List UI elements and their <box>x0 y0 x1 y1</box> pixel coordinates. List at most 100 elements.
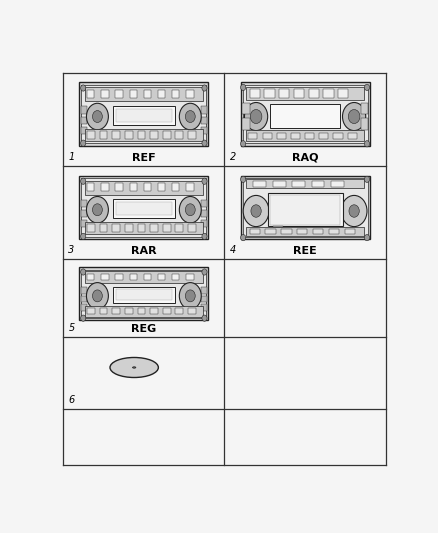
Bar <box>150 131 158 139</box>
Bar <box>79 267 208 320</box>
Circle shape <box>251 205 261 217</box>
Bar <box>246 131 364 141</box>
Circle shape <box>81 178 86 184</box>
Bar <box>79 82 208 146</box>
Bar <box>81 270 206 318</box>
Circle shape <box>349 205 359 217</box>
Bar <box>158 183 165 191</box>
Bar <box>163 308 170 314</box>
Bar <box>125 308 133 314</box>
Circle shape <box>185 290 195 302</box>
Bar <box>201 117 207 124</box>
Bar <box>87 183 94 191</box>
Text: 6: 6 <box>68 395 74 405</box>
Circle shape <box>81 233 86 239</box>
Bar <box>85 271 203 283</box>
Bar <box>116 183 123 191</box>
Bar <box>85 87 203 101</box>
Bar <box>144 274 151 280</box>
Circle shape <box>202 269 207 275</box>
Bar <box>81 210 87 217</box>
Bar <box>113 287 175 303</box>
Circle shape <box>240 176 246 182</box>
Text: 2: 2 <box>230 152 236 162</box>
Ellipse shape <box>110 358 159 377</box>
Bar <box>81 117 87 124</box>
Bar <box>291 133 300 139</box>
Circle shape <box>179 103 201 130</box>
Bar <box>360 118 368 130</box>
Bar <box>125 131 133 139</box>
Bar <box>265 90 275 98</box>
Bar <box>130 274 137 280</box>
Bar <box>150 308 158 314</box>
Bar <box>292 181 305 187</box>
Bar <box>254 181 266 187</box>
Bar <box>246 87 364 100</box>
Circle shape <box>81 85 86 91</box>
Bar <box>85 222 203 235</box>
Circle shape <box>92 204 102 216</box>
Bar <box>175 224 183 232</box>
Bar <box>265 229 276 234</box>
Circle shape <box>179 197 201 223</box>
Circle shape <box>364 176 370 182</box>
Bar <box>273 228 283 230</box>
Bar <box>319 133 328 139</box>
Bar <box>172 183 180 191</box>
Circle shape <box>343 102 366 131</box>
Circle shape <box>364 141 370 147</box>
Text: 4: 4 <box>230 245 236 255</box>
Bar <box>262 133 272 139</box>
Bar <box>101 274 109 280</box>
Circle shape <box>240 235 246 241</box>
Bar <box>305 133 314 139</box>
Circle shape <box>250 109 262 124</box>
Bar <box>112 131 120 139</box>
Bar <box>250 90 260 98</box>
Bar <box>297 229 307 234</box>
Bar <box>338 90 348 98</box>
Bar <box>175 131 183 139</box>
Bar <box>81 178 206 237</box>
Bar <box>81 220 87 228</box>
Bar <box>279 90 290 98</box>
Bar <box>243 178 367 237</box>
Bar <box>242 118 250 130</box>
Bar <box>163 131 170 139</box>
Bar <box>273 181 286 187</box>
Bar <box>201 199 207 207</box>
Circle shape <box>202 85 207 91</box>
Bar <box>323 90 334 98</box>
Bar <box>188 131 196 139</box>
Bar <box>130 90 137 98</box>
Bar <box>331 181 344 187</box>
Bar <box>87 308 95 314</box>
Circle shape <box>240 141 246 147</box>
Bar <box>158 274 165 280</box>
Circle shape <box>185 204 195 216</box>
Bar <box>116 90 123 98</box>
Bar <box>240 82 370 146</box>
Bar <box>172 90 180 98</box>
Bar <box>270 195 340 224</box>
Bar <box>81 296 87 302</box>
Circle shape <box>86 282 108 309</box>
Text: REE: REE <box>293 246 317 256</box>
Circle shape <box>185 110 195 123</box>
Bar <box>113 199 175 218</box>
Bar <box>138 308 145 314</box>
Bar <box>188 308 196 314</box>
Bar <box>175 308 183 314</box>
Bar <box>81 107 87 114</box>
Bar <box>333 133 343 139</box>
Circle shape <box>341 196 367 227</box>
Circle shape <box>81 140 86 146</box>
Bar <box>201 210 207 217</box>
Bar <box>163 224 170 232</box>
Text: 3: 3 <box>68 245 74 255</box>
Circle shape <box>202 178 207 184</box>
Bar <box>243 85 367 143</box>
Bar <box>311 181 325 187</box>
Bar <box>125 224 133 232</box>
